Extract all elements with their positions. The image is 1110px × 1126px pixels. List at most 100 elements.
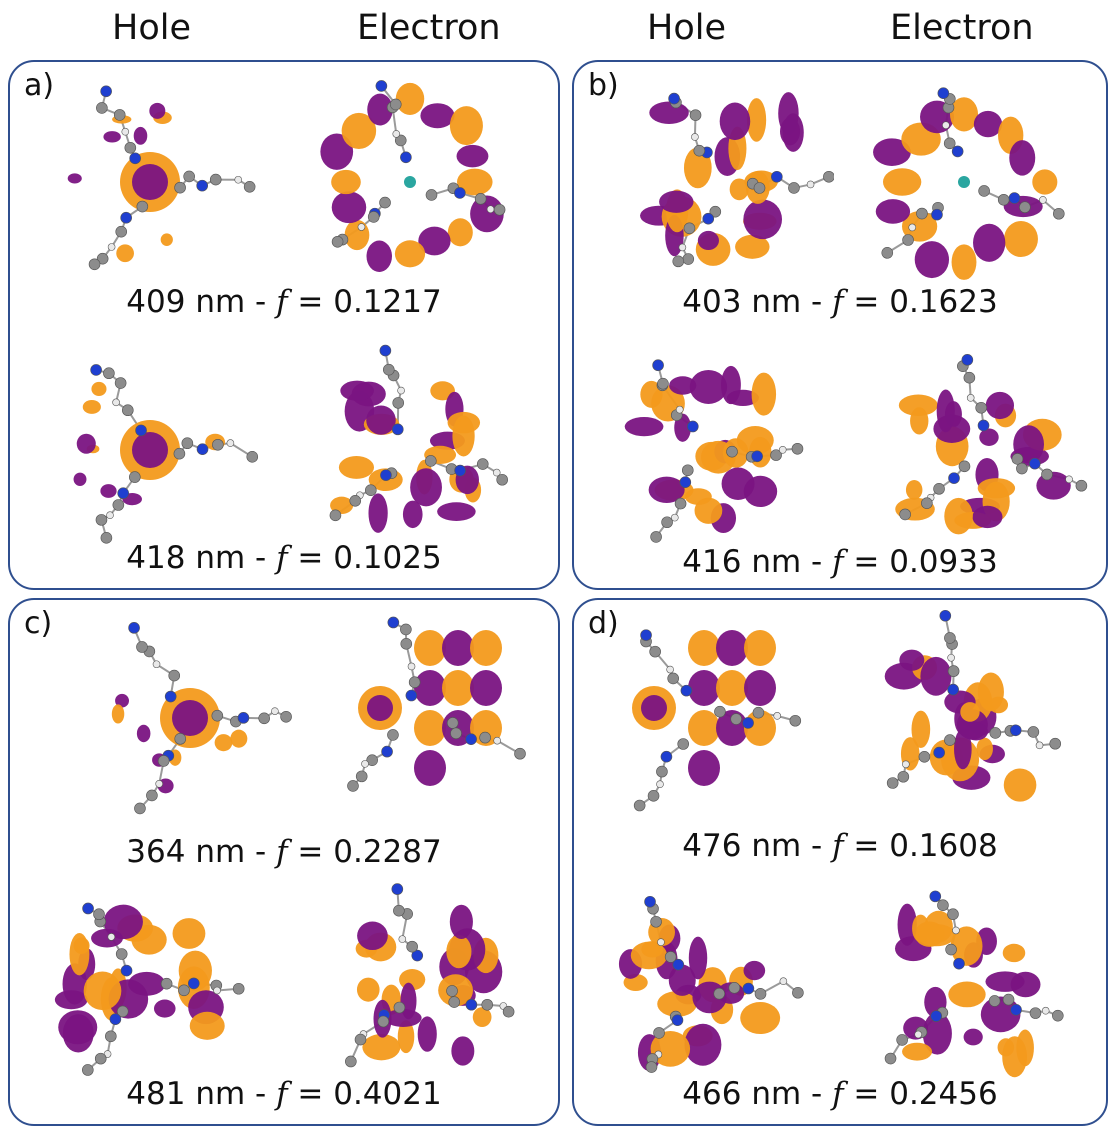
nitrogen-atom	[120, 964, 133, 977]
carbon-atom	[493, 203, 506, 216]
orbital-lobe-orange	[470, 630, 502, 666]
nitrogen-atom	[668, 92, 680, 105]
nitrogen-atom	[948, 472, 960, 484]
caption-b1: 403 nm - f = 0.1623	[574, 284, 1106, 320]
carbon-atom	[136, 641, 148, 653]
carbon-atom	[243, 181, 256, 193]
orbital-lobe-purple	[100, 484, 117, 498]
nitrogen-atom	[1008, 192, 1021, 204]
caption-d1: 476 nm - f = 0.1608	[574, 828, 1106, 864]
carbon-atom	[653, 1027, 665, 1039]
panel-b: b) 403 nm - f = 0.1623 416 nm - f = 0.09…	[572, 60, 1108, 590]
osc-value-a2: = 0.1025	[287, 540, 442, 576]
molecule-hole-b1	[640, 92, 834, 268]
hydrogen-atom	[234, 175, 243, 184]
carbon-atom	[726, 445, 738, 458]
hydrogen-atom	[657, 938, 665, 946]
carbon-atom	[365, 484, 377, 497]
orbital-lobe-purple	[954, 728, 972, 770]
carbon-atom	[209, 173, 222, 186]
carbon-atom	[657, 377, 669, 390]
carbon-atom	[944, 632, 956, 644]
nitrogen-atom	[671, 1014, 684, 1026]
nitrogen-atom	[411, 949, 424, 962]
osc-value-c2: = 0.4021	[287, 1076, 442, 1112]
carbon-atom	[1016, 462, 1028, 475]
hydrogen-atom	[966, 394, 975, 402]
nitrogen-atom	[686, 420, 699, 433]
carbon-atom	[1002, 993, 1015, 1006]
orbital-lobe-purple	[366, 240, 392, 272]
carbon-atom	[1041, 468, 1053, 481]
orbital-lobe-purple	[1013, 425, 1044, 464]
orbital-lobe-purple	[340, 380, 374, 401]
nitrogen-atom	[405, 689, 418, 702]
nitrogen-atom	[120, 211, 132, 224]
carbon-atom	[682, 253, 695, 265]
orbital-lobe-purple	[659, 190, 694, 213]
orbital-lobe-orange	[951, 244, 977, 280]
orbital-lobe-purple	[456, 144, 489, 168]
molecule-electron-b1	[873, 87, 1065, 280]
wavelength-c1: 364 nm -	[126, 834, 277, 870]
carbon-atom	[649, 645, 661, 658]
nitrogen-atom	[135, 424, 147, 437]
orbital-lobe-purple	[451, 1036, 475, 1066]
carbon-atom	[988, 995, 1001, 1007]
orbital-lobe-orange	[960, 702, 980, 722]
orbital-lobe-orange	[470, 710, 502, 746]
carbon-atom	[1029, 1007, 1042, 1019]
osc-value-b1: = 0.1623	[843, 284, 998, 320]
carbon-atom	[367, 211, 380, 223]
carbon-atom	[667, 672, 679, 685]
orbital-lobe-purple	[743, 960, 766, 981]
carbon-atom	[94, 1052, 107, 1065]
carbon-atom	[753, 182, 766, 194]
carbon-atom	[1075, 479, 1088, 492]
orbital-lobe-purple	[103, 904, 143, 940]
carbon-atom	[661, 516, 673, 529]
carbon-atom	[881, 247, 894, 259]
carbon-atom	[392, 397, 405, 409]
orbital-lobe-purple	[624, 417, 664, 437]
carbon-atom	[331, 235, 344, 248]
nitrogen-atom	[164, 690, 177, 703]
nitrogen-atom	[933, 746, 945, 759]
carbon-atom	[947, 908, 959, 920]
orbital-lobe-purple	[331, 191, 367, 224]
osc-value-a1: = 0.1217	[287, 284, 442, 320]
orbital-lobe-orange	[442, 670, 474, 706]
orbital-lobe-purple	[985, 391, 1015, 420]
hydrogen-atom	[107, 933, 116, 941]
hydrogen-atom	[806, 180, 815, 189]
orbital-lobe-orange	[740, 1001, 781, 1035]
orbital-lobe-orange	[397, 1020, 415, 1054]
orbital-lobe-purple	[933, 414, 971, 444]
carbon-atom	[146, 789, 158, 802]
caption-d2: 466 nm - f = 0.2456	[574, 1076, 1106, 1112]
carbon-atom	[947, 665, 960, 677]
nitrogen-atom	[771, 170, 783, 183]
orbital-lobe-orange	[640, 380, 663, 408]
nitrogen-atom	[931, 208, 943, 221]
carbon-atom	[514, 747, 526, 760]
panel-a: a) 409 nm - f = 0.1217 418 nm - f = 0.10…	[8, 60, 560, 590]
orbital-lobe-purple	[899, 649, 925, 671]
orbital-lobe-purple	[744, 670, 776, 706]
nitrogen-atom	[961, 354, 974, 366]
orbital-lobe-orange	[905, 479, 923, 500]
orbital-lobe-purple	[716, 630, 748, 666]
orbital-lobe-purple	[132, 164, 168, 200]
carbon-atom	[933, 483, 945, 495]
carbon-atom	[502, 1005, 515, 1018]
carbon-atom	[181, 437, 194, 450]
orbital-lobe-purple	[688, 750, 720, 786]
orbital-lobe-orange	[362, 1033, 401, 1061]
f-symbol-d1: f	[832, 828, 844, 864]
molecule-electron-d2	[884, 890, 1064, 1078]
hydrogen-atom	[1065, 475, 1073, 484]
orbital-lobe-orange	[1002, 943, 1026, 963]
carbon-atom	[122, 404, 134, 417]
nitrogen-atom	[1028, 457, 1041, 470]
nitrogen-atom	[117, 487, 130, 500]
